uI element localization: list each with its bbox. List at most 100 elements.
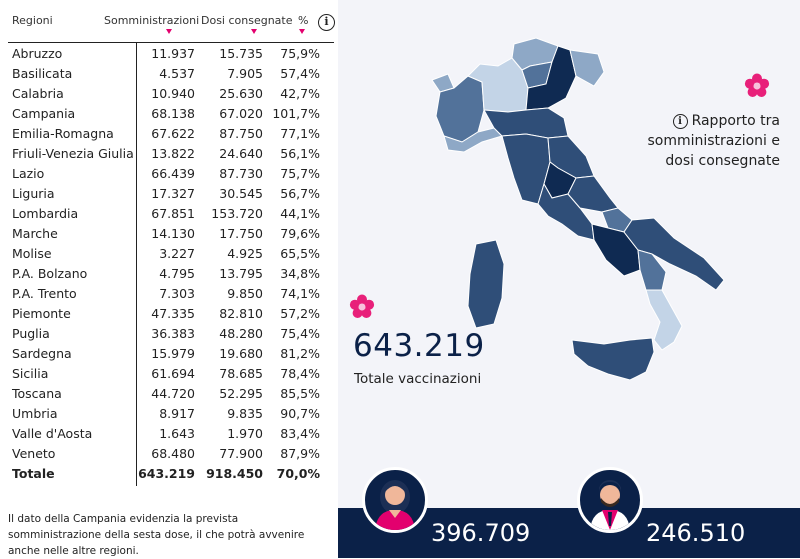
table-row[interactable]: Abruzzo 11.937 15.735 75,9% [0,44,338,64]
dosi-value: 78.685 [219,366,263,381]
somministrazioni-value: 67.851 [151,206,195,221]
table-row[interactable]: Emilia-Romagna 67.622 87.750 77,1% [0,124,338,144]
region-name: Umbria [12,406,58,421]
somministrazioni-value: 44.720 [151,386,195,401]
dosi-value: 48.280 [219,326,263,341]
somministrazioni-value: 13.822 [151,146,195,161]
table-row[interactable]: Liguria 17.327 30.545 56,7% [0,184,338,204]
region-name: Puglia [12,326,50,341]
header-divider [8,42,334,43]
table-row[interactable]: Marche 14.130 17.750 79,6% [0,224,338,244]
dosi-value: 30.545 [219,186,263,201]
table-row[interactable]: Piemonte 47.335 82.810 57,2% [0,304,338,324]
italy-map[interactable] [418,28,738,388]
italy-map-svg[interactable] [418,28,738,388]
somministrazioni-value: 1.643 [159,426,195,441]
table-row[interactable]: Calabria 10.940 25.630 42,7% [0,84,338,104]
table-row[interactable]: Toscana 44.720 52.295 85,5% [0,384,338,404]
table-row[interactable]: Umbria 8.917 9.835 90,7% [0,404,338,424]
dosi-value: 7.905 [227,66,263,81]
total-somministrazioni: 643.219 [138,466,195,481]
header-somministrazioni[interactable]: Somministrazioni [104,14,200,27]
percent-value: 83,4% [280,426,320,441]
somministrazioni-value: 4.537 [159,66,195,81]
region-name: Valle d'Aosta [12,426,93,441]
total-label: Totale [12,466,55,481]
percent-value: 56,1% [280,146,320,161]
dosi-value: 9.850 [227,286,263,301]
dosi-value: 153.720 [211,206,263,221]
region-name: Veneto [12,446,56,461]
sort-percent-icon[interactable] [299,29,305,34]
table-total-row: Totale 643.219 918.450 70,0% [0,464,338,484]
total-vaccinations-value: 643.219 [353,328,485,364]
sort-somministrazioni-icon[interactable] [166,29,172,34]
somministrazioni-value: 61.694 [151,366,195,381]
region-piemonte[interactable] [435,75,485,143]
region-name: Toscana [12,386,62,401]
table-row[interactable]: P.A. Trento 7.303 9.850 74,1% [0,284,338,304]
dosi-value: 4.925 [227,246,263,261]
info-icon[interactable]: i [672,114,688,129]
header-regioni[interactable]: Regioni [12,14,53,27]
table-row[interactable]: P.A. Bolzano 4.795 13.795 34,8% [0,264,338,284]
total-percent: 70,0% [276,466,320,481]
somministrazioni-value: 4.795 [159,266,195,281]
percent-value: 57,4% [280,66,320,81]
table-row[interactable]: Sicilia 61.694 78.685 78,4% [0,364,338,384]
table-row[interactable]: Veneto 68.480 77.900 87,9% [0,444,338,464]
percent-value: 78,4% [280,366,320,381]
dosi-value: 19.680 [219,346,263,361]
somministrazioni-value: 66.439 [151,166,195,181]
female-count: 396.709 [431,519,531,547]
region-name: Basilicata [12,66,73,81]
table-row[interactable]: Friuli-Venezia Giulia 13.822 24.640 56,1% [0,144,338,164]
region-name: Calabria [12,86,64,101]
dosi-value: 82.810 [219,306,263,321]
table-row[interactable]: Lazio 66.439 87.730 75,7% [0,164,338,184]
header-percent[interactable]: % [298,14,309,27]
percent-value: 75,9% [280,46,320,61]
dosi-value: 25.630 [219,86,263,101]
table-row[interactable]: Sardegna 15.979 19.680 81,2% [0,344,338,364]
percent-value: 75,4% [280,326,320,341]
table-row[interactable]: Lombardia 67.851 153.720 44,1% [0,204,338,224]
region-puglia[interactable] [623,217,725,291]
region-name: Lazio [12,166,45,181]
table-info-icon[interactable]: i [318,14,335,31]
somministrazioni-value: 17.327 [151,186,195,201]
region-name: P.A. Trento [12,286,77,301]
table-row[interactable]: Valle d'Aosta 1.643 1.970 83,4% [0,424,338,444]
percent-value: 44,1% [280,206,320,221]
header-dosi-consegnate[interactable]: Dosi consegnate [201,14,293,27]
somministrazioni-value: 7.303 [159,286,195,301]
region-name: Emilia-Romagna [12,126,114,141]
table-header: Regioni Somministrazioni Dosi consegnate… [0,8,338,42]
dosi-value: 67.020 [219,106,263,121]
region-friuli-venezia-giulia[interactable] [569,49,605,87]
somministrazioni-value: 10.940 [151,86,195,101]
dosi-value: 87.750 [219,126,263,141]
sort-dosi-icon[interactable] [251,29,257,34]
table-row[interactable]: Campania 68.138 67.020 101,7% [0,104,338,124]
dosi-value: 87.730 [219,166,263,181]
percent-value: 74,1% [280,286,320,301]
region-sardegna[interactable] [467,239,505,329]
dosi-value: 13.795 [219,266,263,281]
percent-value: 81,2% [280,346,320,361]
table-row[interactable]: Puglia 36.383 48.280 75,4% [0,324,338,344]
region-calabria[interactable] [645,289,683,351]
table-row[interactable]: Basilicata 4.537 7.905 57,4% [0,64,338,84]
flower-icon-top [744,73,770,97]
region-name: Sicilia [12,366,49,381]
somministrazioni-value: 47.335 [151,306,195,321]
region-name: Friuli-Venezia Giulia [12,146,134,161]
dosi-value: 77.900 [219,446,263,461]
dosi-value: 9.835 [227,406,263,421]
somministrazioni-value: 14.130 [151,226,195,241]
region-name: P.A. Bolzano [12,266,88,281]
region-name: Sardegna [12,346,72,361]
female-avatar-icon [362,467,428,533]
region-sicilia[interactable] [571,337,655,381]
table-row[interactable]: Molise 3.227 4.925 65,5% [0,244,338,264]
